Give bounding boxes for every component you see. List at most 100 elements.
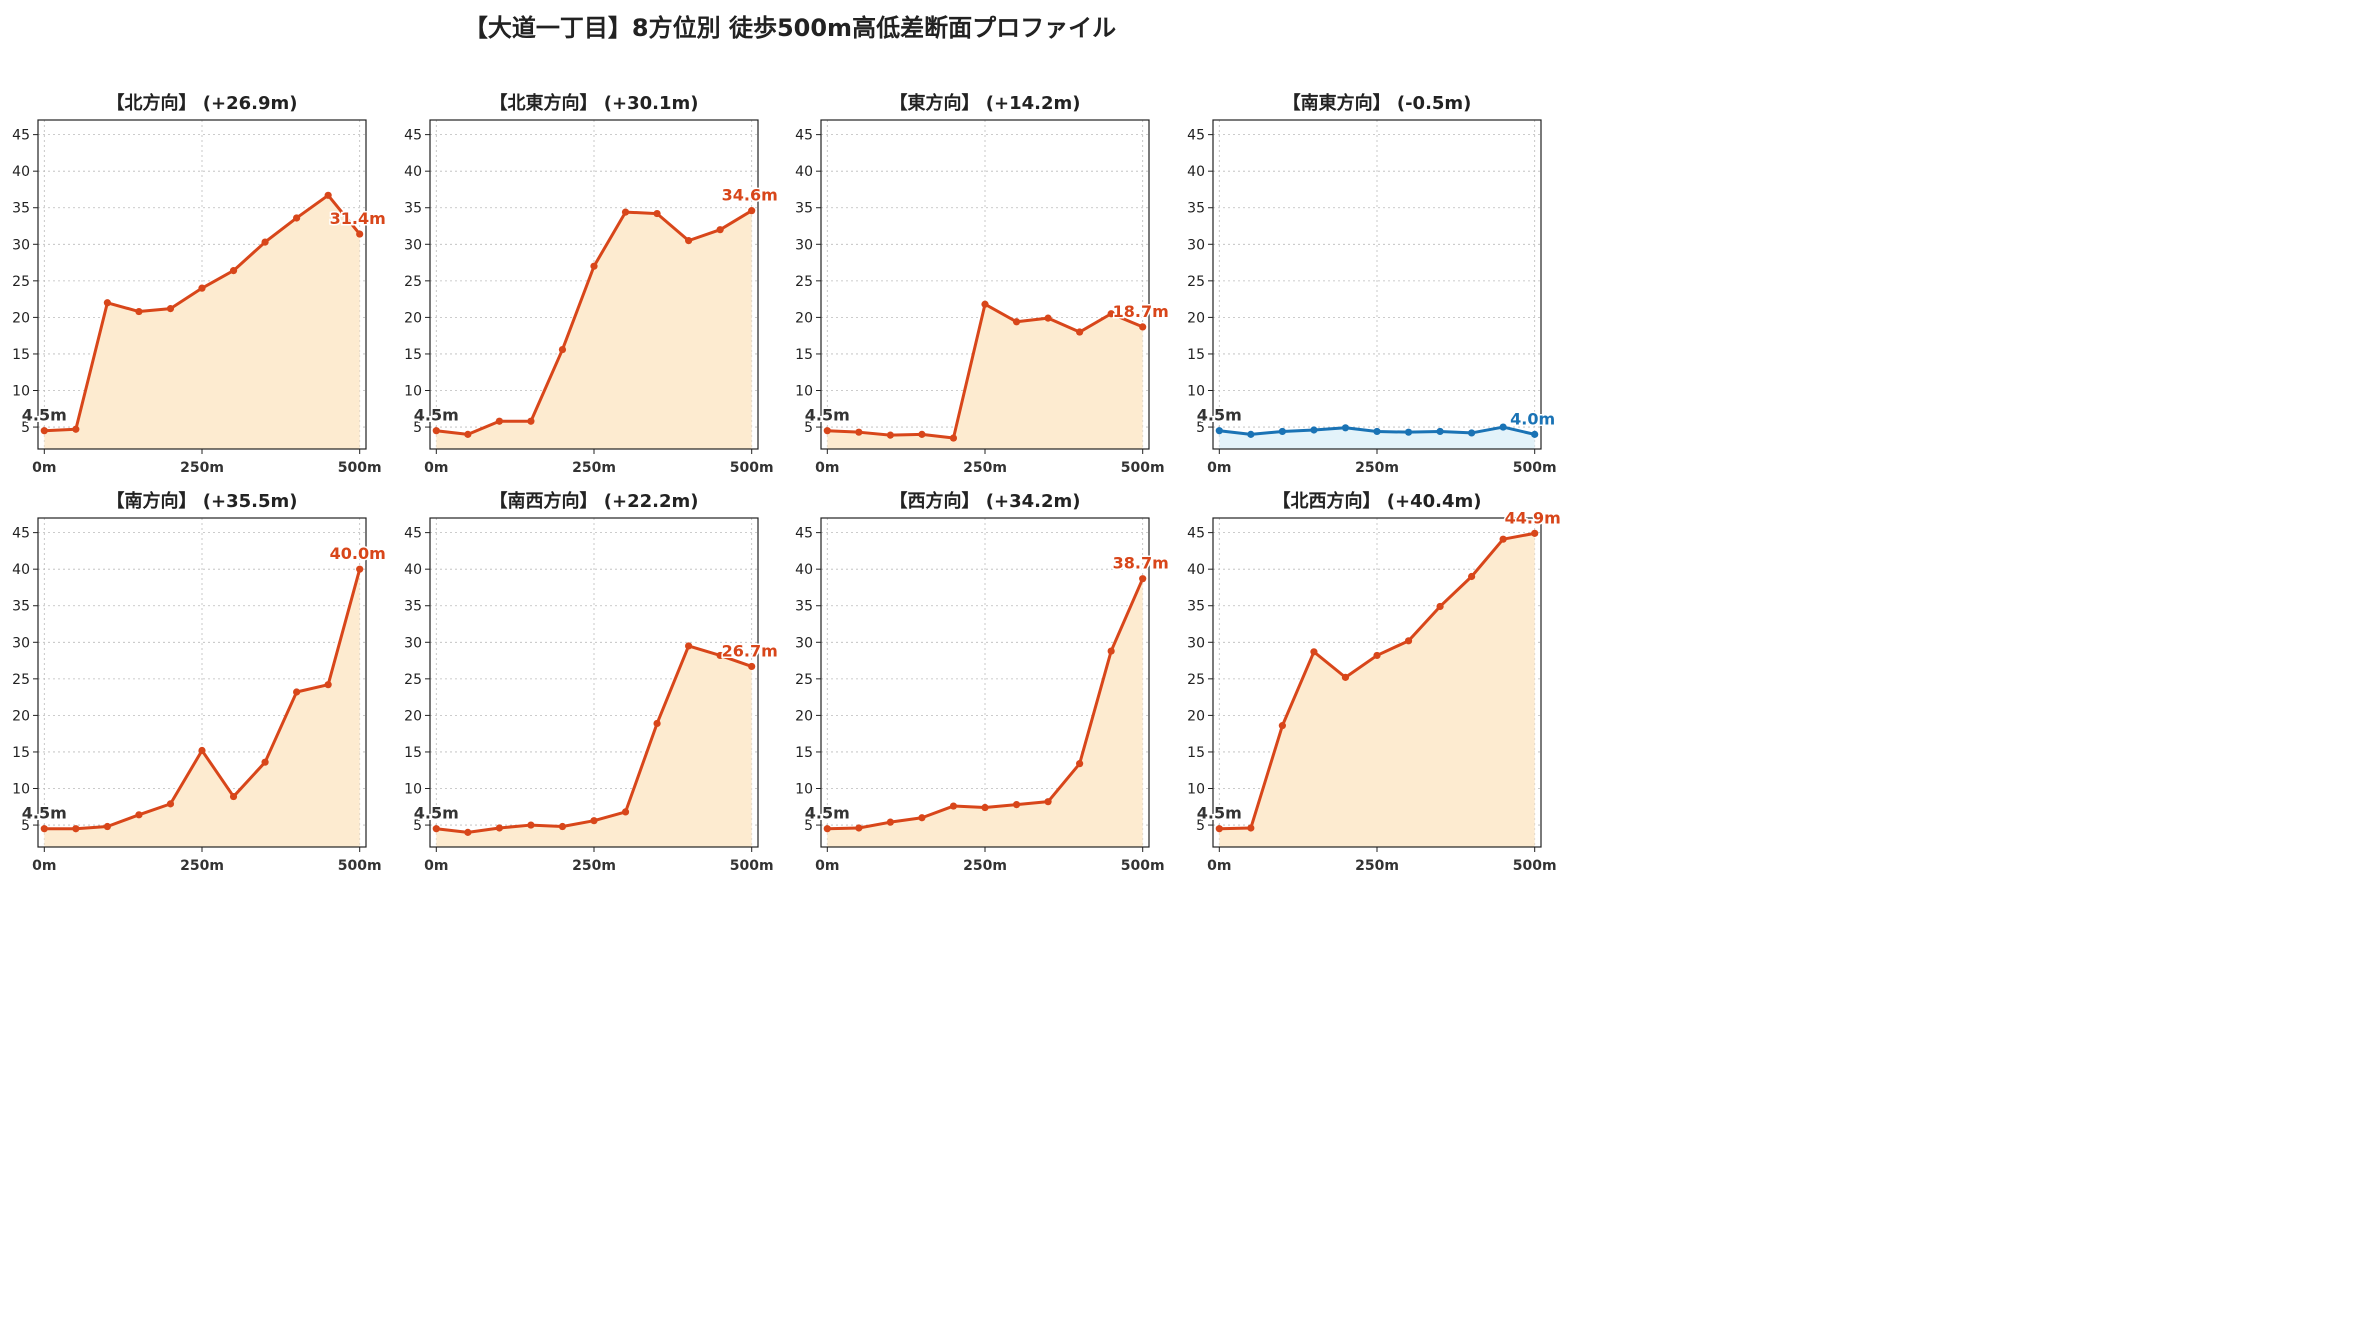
data-point <box>1044 798 1052 806</box>
data-point <box>590 817 598 825</box>
start-value-label: 4.5m <box>805 804 850 823</box>
data-point <box>293 214 301 222</box>
y-tick-label: 20 <box>404 310 422 326</box>
data-point <box>166 305 175 313</box>
x-tick-label: 0m <box>815 460 839 476</box>
data-point <box>1310 426 1318 434</box>
data-point <box>918 814 926 822</box>
data-point <box>464 430 472 438</box>
area-fill <box>827 578 1143 847</box>
data-point <box>40 825 48 833</box>
data-point <box>1215 825 1223 833</box>
data-point <box>823 825 831 833</box>
data-point <box>1107 647 1115 655</box>
y-tick-label: 45 <box>12 128 30 144</box>
x-tick-label: 0m <box>32 858 56 874</box>
y-tick-label: 30 <box>404 635 422 651</box>
y-tick-label: 10 <box>795 384 813 400</box>
y-tick-label: 25 <box>12 672 30 688</box>
data-point <box>1310 648 1318 656</box>
x-tick-label: 500m <box>1513 858 1557 874</box>
data-point <box>356 230 364 238</box>
panel-title: 【北方向】 (+26.9m) <box>107 92 298 114</box>
y-tick-label: 45 <box>404 526 422 542</box>
area-fill <box>436 210 752 449</box>
end-value-label: 4.0m <box>1510 409 1555 428</box>
data-point <box>1436 427 1444 436</box>
y-tick-label: 20 <box>404 708 422 724</box>
data-point <box>653 719 661 728</box>
data-point <box>1404 637 1413 645</box>
y-tick-label: 35 <box>795 599 813 615</box>
x-tick-label: 250m <box>1355 460 1399 476</box>
y-tick-label: 15 <box>404 347 422 363</box>
x-tick-label: 0m <box>32 460 56 476</box>
data-point <box>198 284 206 292</box>
data-point <box>1404 428 1413 436</box>
data-point <box>855 824 863 832</box>
x-tick-label: 250m <box>180 460 224 476</box>
data-point <box>886 431 894 439</box>
y-tick-label: 25 <box>1187 274 1205 290</box>
y-tick-label: 10 <box>12 384 30 400</box>
data-point <box>1139 323 1147 331</box>
end-value-label: 40.0m <box>330 544 386 563</box>
data-point <box>527 417 535 425</box>
data-point <box>1341 673 1350 681</box>
plot-frame <box>1212 119 1542 450</box>
y-tick-label: 25 <box>12 274 30 290</box>
y-tick-label: 10 <box>12 782 30 798</box>
y-tick-label: 45 <box>404 128 422 144</box>
x-tick-label: 250m <box>963 858 1007 874</box>
y-tick-label: 10 <box>404 384 422 400</box>
y-tick-label: 25 <box>795 274 813 290</box>
data-point <box>1247 824 1255 832</box>
data-point <box>432 825 440 833</box>
y-tick-label: 35 <box>1187 201 1205 217</box>
panel-title: 【東方向】 (+14.2m) <box>890 92 1081 114</box>
data-point <box>653 209 661 218</box>
y-tick-label: 35 <box>795 201 813 217</box>
y-tick-label: 40 <box>1187 164 1205 180</box>
x-tick-label: 0m <box>424 460 448 476</box>
x-tick-label: 500m <box>730 858 774 874</box>
data-point <box>558 822 567 831</box>
data-point <box>72 825 80 833</box>
x-tick-label: 250m <box>180 858 224 874</box>
y-tick-label: 40 <box>795 562 813 578</box>
y-tick-label: 20 <box>795 310 813 326</box>
panel-6: 【南西方向】 (+22.2m) 5 10 15 20 25 30 35 40 45 0m 250m 50… <box>404 490 779 874</box>
y-tick-label: 45 <box>1187 128 1205 144</box>
data-point <box>293 688 301 696</box>
data-point <box>685 642 693 650</box>
x-tick-label: 500m <box>1513 460 1557 476</box>
data-point <box>716 226 724 234</box>
end-value-label: 18.7m <box>1113 302 1169 321</box>
data-point <box>823 427 831 435</box>
area-fill <box>44 195 360 449</box>
data-point <box>103 822 111 831</box>
area-fill <box>827 304 1143 449</box>
data-point <box>1436 602 1444 611</box>
y-tick-label: 25 <box>1187 672 1205 688</box>
x-tick-label: 500m <box>1121 858 1165 874</box>
y-tick-label: 15 <box>404 745 422 761</box>
data-point <box>527 821 535 829</box>
x-tick-label: 500m <box>338 460 382 476</box>
y-tick-label: 35 <box>404 201 422 217</box>
start-value-label: 4.5m <box>22 406 67 425</box>
y-tick-label: 15 <box>12 745 30 761</box>
data-point <box>1531 430 1539 438</box>
y-tick-label: 5 <box>21 818 30 834</box>
data-point <box>981 803 989 812</box>
data-point <box>1341 424 1350 432</box>
area-fill <box>436 645 752 847</box>
y-tick-label: 40 <box>1187 562 1205 578</box>
y-tick-label: 40 <box>404 562 422 578</box>
data-point <box>949 434 958 442</box>
x-tick-label: 0m <box>424 858 448 874</box>
data-point <box>261 238 269 246</box>
y-tick-label: 45 <box>795 128 813 144</box>
data-point <box>685 237 693 245</box>
y-tick-label: 30 <box>12 635 30 651</box>
